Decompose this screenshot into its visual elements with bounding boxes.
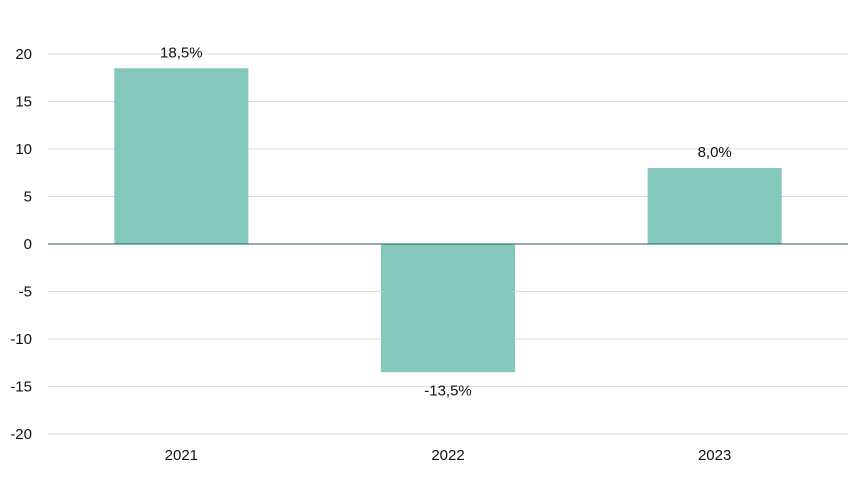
bar-2023 [647,168,782,244]
x-tick-label: 2023 [698,447,731,464]
y-tick-label: 20 [15,46,32,63]
x-axis-ticks: 2021 2022 2023 [165,447,732,464]
y-tick-label: -20 [10,426,32,443]
x-tick-label: 2022 [431,447,464,464]
y-tick-label: 10 [15,141,32,158]
data-label-2022: -13,5% [424,382,472,399]
y-axis-ticks: 20 15 10 5 0 -5 -10 -15 -20 [10,46,32,443]
bar-2021 [114,68,249,244]
bar-2022 [381,244,515,373]
data-labels: 18,5% -13,5% 8,0% [160,44,732,399]
bars [114,68,782,373]
y-tick-label: 5 [24,189,32,206]
data-label-2021: 18,5% [160,44,203,61]
y-tick-label: 0 [24,236,32,253]
y-tick-label: -15 [10,379,32,396]
y-tick-label: -5 [19,284,32,301]
data-label-2023: 8,0% [698,144,732,161]
y-tick-label: -10 [10,331,32,348]
x-tick-label: 2021 [165,447,198,464]
y-tick-label: 15 [15,94,32,111]
